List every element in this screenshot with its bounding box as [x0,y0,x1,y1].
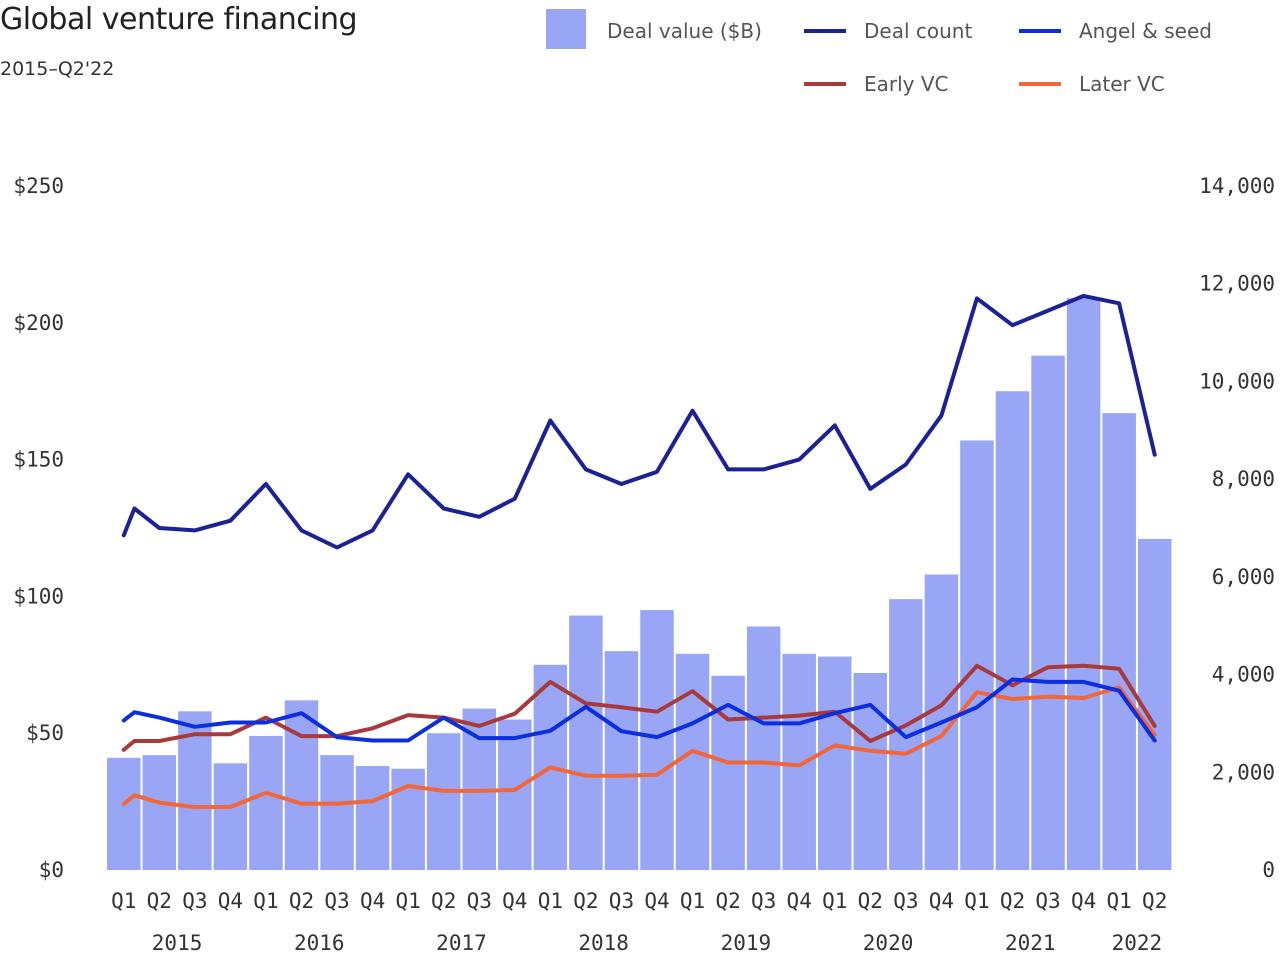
deal-value-bar [818,656,852,870]
legend-label-early-vc: Early VC [864,72,949,96]
deal-value-bar [782,653,816,870]
x-axis-quarter-label: Q4 [644,889,669,913]
chart-title: Global venture financing [0,2,358,37]
x-axis-quarter-label: Q3 [467,889,492,913]
left-axis: $0 $50 $100 $150 $200 $250 [13,174,64,882]
deal-value-bar [640,610,674,870]
deal-value-bar [498,719,532,870]
deal-value-bar [675,653,710,870]
x-axis-quarter-label: Q2 [858,889,883,913]
later-vc-line [121,685,1157,809]
x-axis: Q1 Q2 Q3 Q4 Q1 Q2 Q3 Q4 Q1 Q2 Q3 Q4 Q1 Q2 Q3 Q4 Q1 Q2 Q3 Q4… [111,889,1167,955]
x-axis-quarter-label: Q2 [1142,889,1167,913]
legend-label-deal-count: Deal count [864,19,972,43]
chart-subtitle: 2015–Q2'22 [0,58,115,80]
right-axis-tick-label: 8,000 [1212,467,1275,491]
x-axis-quarter-label: Q2 [431,889,456,913]
x-axis-quarter-label: Q3 [1035,889,1060,913]
deal-value-bar [995,391,1030,870]
deal-value-bar [1031,355,1065,871]
deal-value-bar [249,735,283,870]
deal-value-bars [107,298,1172,871]
angel-seed-line [121,677,1157,743]
x-axis-quarter-label: Q4 [218,889,243,913]
deal-value-bar [320,755,354,870]
x-axis-year-label: 2019 [721,931,772,955]
deal-value-bar [1102,413,1136,870]
right-axis-tick-label: 10,000 [1199,369,1275,393]
x-axis-year-label: 2016 [294,931,345,955]
deal-value-bar [284,700,319,870]
deal-value-bar [142,755,177,870]
right-axis-tick-label: 14,000 [1199,174,1275,198]
x-axis-quarter-label: Q1 [964,889,989,913]
deal-value-bar [569,615,603,870]
x-axis-quarter-label: Q4 [929,889,954,913]
deal-value-bar [355,766,390,870]
right-axis-tick-label: 2,000 [1212,760,1275,784]
right-axis-tick-label: 0 [1262,858,1275,882]
x-axis-quarter-label: Q1 [396,889,421,913]
left-axis-tick-label: $150 [13,448,64,472]
series-lines [121,293,1157,809]
right-axis: 0 2,000 4,000 6,000 8,000 10,000 12,000 14,000 [1199,174,1275,882]
x-axis-year-label: 2015 [152,931,203,955]
x-axis-quarter-label: Q1 [1107,889,1132,913]
x-axis-quarter-label: Q2 [573,889,598,913]
left-axis-tick-label: $200 [13,311,64,335]
x-axis-year-label: 2017 [436,931,487,955]
legend-swatch-deal-value [546,9,586,49]
legend-label-deal-value: Deal value ($B) [607,19,762,43]
x-axis-quarter-label: Q2 [1000,889,1025,913]
deal-value-bar [213,763,248,870]
right-axis-tick-label: 4,000 [1212,663,1275,687]
left-axis-tick-label: $0 [39,858,64,882]
x-axis-year-label: 2020 [863,931,914,955]
x-axis-quarter-label: Q3 [751,889,776,913]
x-axis-year-label: 2021 [1005,931,1056,955]
right-axis-tick-label: 12,000 [1199,272,1275,296]
left-axis-tick-label: $50 [26,721,64,745]
deal-value-bar [1066,298,1101,870]
deal-count-line [121,293,1157,550]
left-axis-tick-label: $250 [13,174,64,198]
x-axis-year-label: 2018 [578,931,629,955]
x-axis-quarter-label: Q4 [502,889,527,913]
x-axis-quarter-label: Q3 [324,889,349,913]
x-axis-quarter-label: Q2 [715,889,740,913]
x-axis-quarter-label: Q2 [289,889,314,913]
legend-label-later-vc: Later VC [1079,72,1165,96]
x-axis-quarter-label: Q4 [1071,889,1096,913]
x-axis-quarter-label: Q4 [787,889,812,913]
x-axis-quarter-label: Q1 [680,889,705,913]
deal-value-bar [391,768,425,870]
x-axis-quarter-label: Q3 [893,889,918,913]
deal-value-bar [426,733,461,870]
x-axis-quarter-label: Q3 [609,889,634,913]
left-axis-tick-label: $100 [13,584,64,608]
x-axis-quarter-label: Q1 [253,889,278,913]
x-axis-quarter-label: Q2 [147,889,172,913]
deal-value-bar [853,673,888,870]
right-axis-tick-label: 6,000 [1212,565,1275,589]
x-axis-quarter-label: Q3 [182,889,207,913]
deal-value-bar [960,440,994,870]
x-axis-quarter-label: Q1 [111,889,136,913]
x-axis-quarter-label: Q4 [360,889,385,913]
deal-value-bar [604,651,639,870]
early-vc-line [121,663,1157,752]
legend-label-angel-seed: Angel & seed [1079,19,1212,43]
chart-legend: Deal value ($B) Deal count Angel & seed … [546,9,1212,96]
x-axis-year-label: 2022 [1112,931,1163,955]
deal-value-bar [746,626,781,870]
x-axis-quarter-label: Q1 [822,889,847,913]
x-axis-quarter-label: Q1 [538,889,563,913]
deal-value-bar [107,757,141,870]
